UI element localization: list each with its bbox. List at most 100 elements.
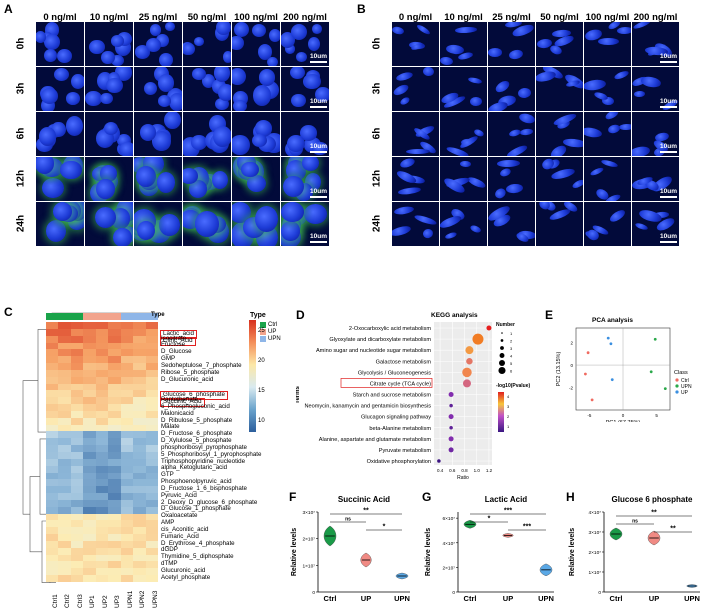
heatmap-cell [46, 383, 59, 391]
nucleus [104, 122, 119, 136]
heatmap-cell [58, 349, 71, 357]
heatmap-cell [95, 376, 109, 384]
heatmap-cell [83, 335, 96, 343]
y-tick-label: 4×10⁷ [442, 541, 455, 547]
heatmap-row-highlight: Succinic_Acid [160, 390, 271, 408]
micrograph-cell [36, 157, 84, 201]
heatmap-column-label: UP2 [101, 595, 109, 608]
heatmap-cell [70, 527, 84, 535]
heatmap-cell [133, 397, 146, 405]
nucleus [101, 50, 115, 65]
nucleus [633, 91, 645, 98]
y-tick-label: -2 [569, 386, 573, 391]
nucleus [188, 180, 207, 198]
heatmap-cell [133, 417, 146, 425]
heatmap-cell [46, 493, 59, 500]
micrograph-cell [134, 112, 182, 156]
nucleus [517, 86, 533, 99]
micrograph-cell [85, 22, 133, 66]
heatmap-row-label: Glucuronic_acid [161, 566, 206, 574]
significance-label: *** [504, 508, 512, 515]
heatmap-row-label: D_Ribulose_5_phosphate [161, 416, 233, 424]
legend-label: UPN [268, 336, 281, 342]
heatmap-cell [120, 390, 134, 398]
heatmap-cell [120, 561, 134, 569]
nucleus [571, 178, 583, 190]
nucleus [413, 214, 438, 227]
term-label: 2-Oxocarboxylic acid metabolism [349, 326, 431, 332]
heatmap-cell [108, 547, 121, 555]
heatmap-cell [70, 534, 84, 541]
kegg-bubble [448, 436, 454, 442]
x-tick-label: 1.2 [486, 468, 493, 473]
nucleus [505, 143, 529, 156]
heatmap-scale-ticks: 25 20 15 10 [258, 320, 272, 432]
micrograph-cell [536, 67, 583, 111]
heatmap-cell [83, 513, 96, 521]
concentration-label: 50 ng/ml [187, 12, 227, 23]
heatmap-cell [46, 568, 59, 576]
heatmap-cell [83, 452, 96, 459]
nucleus [584, 78, 607, 93]
heatmap-type-label: Type [151, 312, 165, 318]
concentration-label: 10 ng/ml [444, 12, 483, 23]
nucleus [255, 205, 279, 232]
heatmap-row-label: Triphosphopyridine_nucleotide [161, 457, 246, 465]
nucleus [232, 35, 244, 51]
heatmap-cell [133, 390, 146, 398]
significance-label: ** [363, 508, 369, 515]
panel-label-f: F [289, 490, 297, 504]
nucleus [139, 124, 157, 142]
kegg-bubble [466, 358, 473, 365]
nucleus [253, 85, 271, 106]
heatmap-cell [95, 547, 109, 555]
panel-label-a: A [4, 2, 13, 16]
nucleus [100, 93, 113, 105]
kegg-bubble [462, 379, 471, 388]
heatmap-column-labels: Ctrl1 Ctrl2 Ctrl3 UP1 UP2 UP3 UPN1 UPN2 UPN3 [46, 584, 159, 610]
heatmap-cell [108, 486, 121, 494]
term-label: Neomycin, kanamycin and gentamicin biosy… [304, 404, 431, 410]
micrograph-cell [392, 22, 439, 66]
heatmap-cell [120, 568, 134, 576]
term-label: Citrate cycle (TCA cycle) [370, 381, 431, 387]
heatmap-cell [95, 390, 109, 398]
heatmap-cell [145, 561, 158, 569]
heatmap-cell [46, 540, 59, 548]
y-tick-label: 4×10⁷ [588, 510, 601, 516]
y-tick-label: 2×10⁷ [442, 565, 455, 571]
heatmap-cell [46, 547, 59, 555]
heatmap-row-label: Succinic_Acid [160, 398, 205, 408]
heatmap-cell [145, 534, 158, 541]
heatmap-cell [95, 445, 109, 452]
nucleus [39, 127, 57, 146]
nucleus [246, 175, 266, 193]
heatmap-cell [108, 540, 121, 548]
x-tick-label: 0.6 [449, 468, 456, 473]
heatmap-cell [133, 438, 146, 446]
heatmap-cell [108, 452, 121, 459]
x-tick-label: -5 [587, 413, 591, 418]
term-label: Glycolysis / Gluconeogenesis [358, 370, 431, 376]
heatmap-cell [83, 486, 96, 494]
concentration-label: 200 ng/ml [283, 12, 327, 23]
heatmap-cell [133, 540, 146, 548]
heatmap-row-label: D_Erythrose_4_phosphate [161, 539, 235, 547]
nucleus [584, 126, 603, 140]
micrograph-cell [36, 22, 84, 66]
heatmap-cell [145, 383, 158, 391]
nucleus [195, 211, 219, 238]
heatmap-cell [95, 472, 109, 480]
heatmap-cell [58, 397, 71, 405]
y-tick-label: 1×10⁷ [302, 563, 315, 569]
timepoint-label: 6h [15, 127, 27, 140]
nucleus [307, 37, 320, 51]
nucleus [232, 134, 250, 156]
nucleus [283, 176, 305, 198]
legend-dot [675, 378, 679, 382]
heatmap-cell [83, 417, 96, 425]
heatmap-cell [108, 356, 121, 364]
nucleus [258, 44, 273, 61]
y-tick-label: 0 [452, 590, 455, 596]
heatmap-cell [133, 369, 146, 377]
